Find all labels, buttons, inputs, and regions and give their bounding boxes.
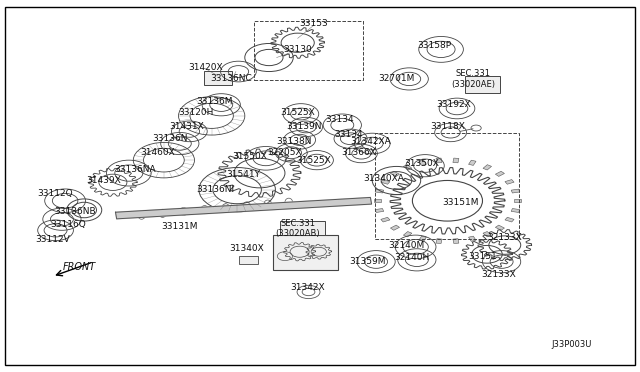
FancyBboxPatch shape xyxy=(465,76,500,93)
Text: 31340XA: 31340XA xyxy=(364,174,404,183)
Text: 32140M: 32140M xyxy=(388,241,424,250)
Bar xyxy=(483,231,492,237)
FancyBboxPatch shape xyxy=(273,235,338,270)
Bar xyxy=(514,199,522,202)
Bar xyxy=(375,189,384,193)
Text: SEC.331
(33020AE): SEC.331 (33020AE) xyxy=(451,69,495,89)
Text: 33136NC: 33136NC xyxy=(210,74,252,83)
Text: 33136M: 33136M xyxy=(196,97,233,106)
Bar xyxy=(419,160,426,166)
Bar xyxy=(403,165,412,170)
Bar xyxy=(483,165,492,170)
Text: 33134: 33134 xyxy=(325,115,353,124)
Bar xyxy=(390,171,399,176)
Text: 33112Q: 33112Q xyxy=(38,189,74,198)
Bar xyxy=(419,236,426,241)
Text: 33139N: 33139N xyxy=(286,122,322,131)
Text: 33138N: 33138N xyxy=(276,137,312,146)
Text: 33158P: 33158P xyxy=(418,41,452,50)
Text: 31350X: 31350X xyxy=(404,159,440,169)
Bar xyxy=(436,239,442,243)
Bar xyxy=(381,180,390,184)
Bar xyxy=(495,171,504,176)
Text: 32701M: 32701M xyxy=(378,74,415,83)
Text: J33P003U: J33P003U xyxy=(552,340,592,349)
Text: 33192X: 33192X xyxy=(436,100,471,109)
Text: 33136NB: 33136NB xyxy=(54,207,95,217)
Text: 33151M: 33151M xyxy=(442,198,479,207)
Bar xyxy=(375,209,384,212)
Polygon shape xyxy=(115,198,372,219)
Text: 31342XA: 31342XA xyxy=(351,137,391,146)
Bar xyxy=(436,158,442,163)
Text: 31460X: 31460X xyxy=(140,148,175,157)
Bar xyxy=(468,160,476,166)
Text: 33120H: 33120H xyxy=(178,108,213,117)
Text: 31541Y: 31541Y xyxy=(227,170,260,179)
Bar xyxy=(505,217,514,222)
Bar xyxy=(511,209,520,212)
Text: 33151: 33151 xyxy=(468,251,497,261)
Bar xyxy=(403,231,412,237)
Bar xyxy=(511,189,520,193)
FancyBboxPatch shape xyxy=(280,221,325,235)
Text: 31439X: 31439X xyxy=(86,176,121,185)
Text: 31525X: 31525X xyxy=(296,155,331,165)
Text: 32140H: 32140H xyxy=(395,253,430,263)
Text: 32133X: 32133X xyxy=(481,270,516,279)
Bar xyxy=(468,236,476,241)
Bar xyxy=(453,239,459,243)
Text: 32133X: 32133X xyxy=(488,233,522,242)
Text: 33116Q: 33116Q xyxy=(51,220,86,229)
Text: 31550X: 31550X xyxy=(232,152,268,161)
Text: 33136N: 33136N xyxy=(152,134,188,142)
Text: 33153: 33153 xyxy=(300,19,328,28)
Bar xyxy=(390,225,399,230)
Text: 31342X: 31342X xyxy=(290,283,324,292)
Text: 31359M: 31359M xyxy=(349,257,386,266)
Text: 31431X: 31431X xyxy=(169,122,204,131)
Text: 31366X: 31366X xyxy=(340,148,376,157)
Bar xyxy=(495,225,504,230)
Text: 32205X: 32205X xyxy=(268,148,302,157)
Text: FRONT: FRONT xyxy=(63,262,96,272)
FancyBboxPatch shape xyxy=(239,256,257,264)
Bar xyxy=(453,158,459,163)
Text: 33131M: 33131M xyxy=(161,222,198,231)
Text: 33112V: 33112V xyxy=(35,235,70,244)
Text: 33136NI: 33136NI xyxy=(196,185,234,194)
Text: 31525X: 31525X xyxy=(280,108,315,117)
FancyBboxPatch shape xyxy=(204,71,232,85)
Text: SEC.331
(33020AB): SEC.331 (33020AB) xyxy=(275,219,320,238)
Bar xyxy=(374,199,381,202)
Bar xyxy=(381,217,390,222)
Text: 33118X: 33118X xyxy=(430,122,465,131)
Text: 33130: 33130 xyxy=(284,45,312,54)
Text: 31420X: 31420X xyxy=(188,63,223,72)
Bar xyxy=(505,180,514,184)
Text: 33134: 33134 xyxy=(334,130,363,139)
Text: 33136NA: 33136NA xyxy=(115,165,156,174)
Text: 31340X: 31340X xyxy=(229,244,264,253)
